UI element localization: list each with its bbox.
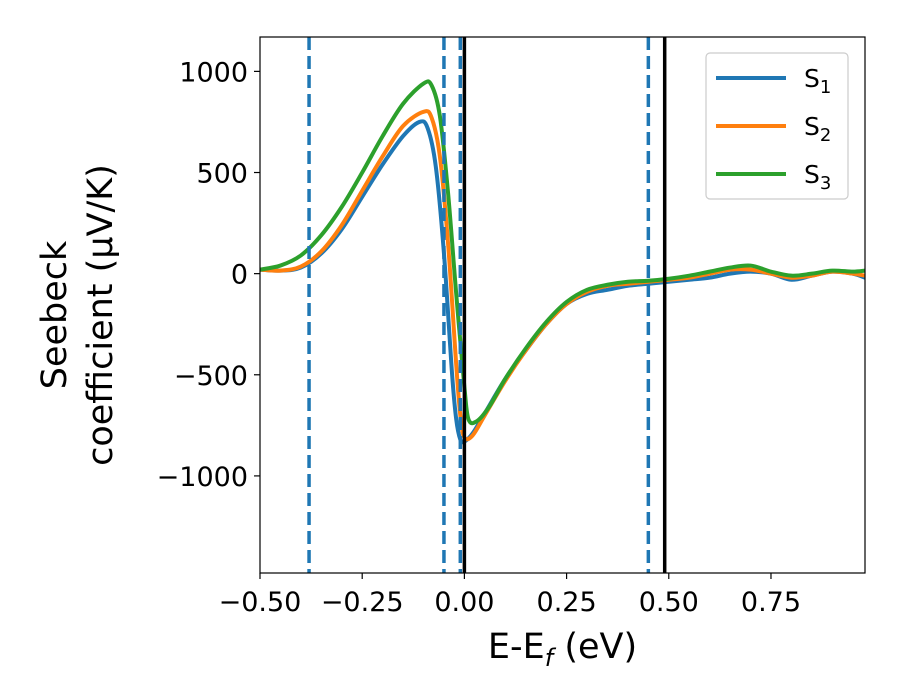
y-tick-label: 500 [196, 159, 248, 190]
x-tick-label: −0.25 [321, 587, 404, 618]
x-tick-label: −0.50 [219, 587, 302, 618]
legend-label-s2: S2 [804, 112, 831, 146]
x-tick-label: 0.75 [741, 587, 801, 618]
y-axis-title-line2: coefficient (μV/K) [81, 164, 121, 466]
x-tick-label: 0.50 [639, 587, 699, 618]
legend-label-s3: S3 [804, 160, 831, 194]
axes: −0.50 −0.25 0.00 0.25 0.50 0.75 −1000 −500 0 500 1… [157, 36, 866, 618]
y-tick-label: 0 [231, 260, 248, 291]
y-tick-label: −500 [174, 361, 248, 392]
series-line-s3 [260, 79, 865, 426]
y-tick-label: 1000 [179, 57, 248, 88]
x-tick-label: 0.25 [537, 587, 597, 618]
y-axis-title-line1: Seebeck [35, 240, 75, 389]
legend: S1 S2 S3 [705, 52, 849, 200]
x-axis-title: E-Ef (eV) [488, 627, 637, 672]
axes-frame [259, 36, 866, 574]
legend-label-s1: S1 [804, 64, 831, 98]
plot-area [260, 37, 865, 573]
x-tick-label: 0.00 [434, 587, 494, 618]
y-tick-label: −1000 [157, 462, 248, 493]
